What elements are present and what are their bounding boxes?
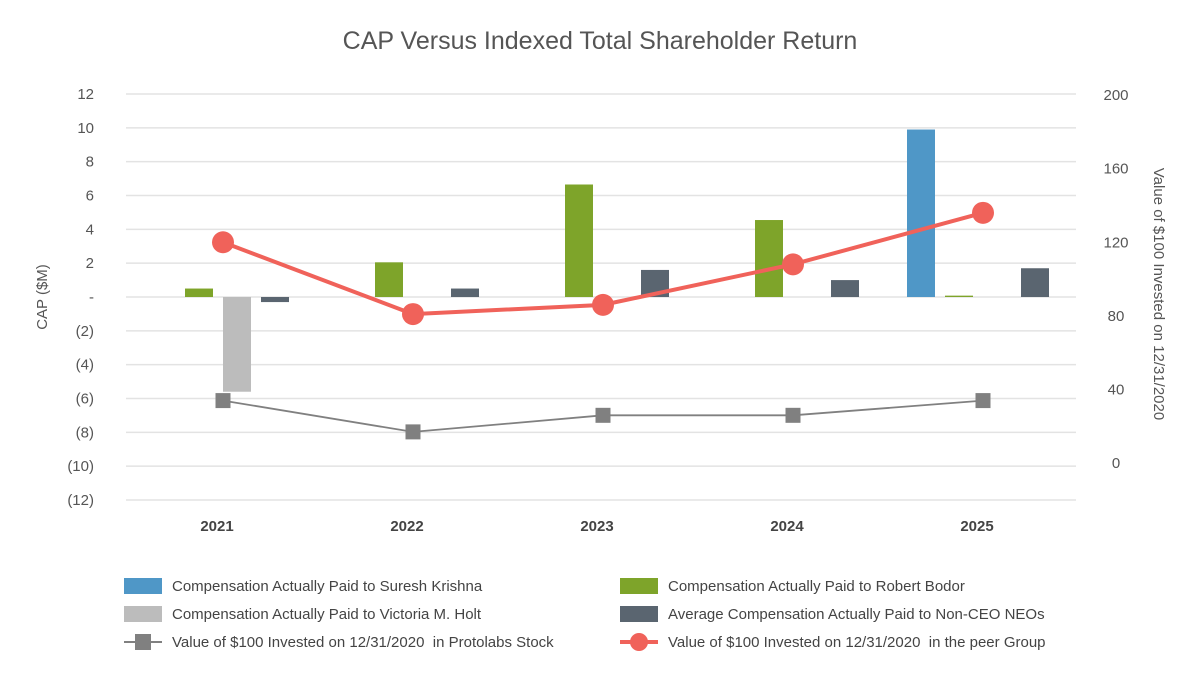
x-tick-label: 2024 <box>770 518 804 535</box>
bar <box>1021 268 1049 297</box>
line-series <box>212 201 994 440</box>
bar <box>185 288 213 297</box>
bar <box>223 297 251 392</box>
legend-item-protolabs: Value of $100 Invested on 12/31/2020 in … <box>124 631 554 653</box>
legend-label-peer: Value of $100 Invested on 12/31/2020 in … <box>668 633 1046 651</box>
legend-label-krishna: Compensation Actually Paid to Suresh Kri… <box>172 577 483 595</box>
data-point <box>785 407 801 423</box>
y-tick-label: (12) <box>67 492 94 509</box>
gridlines <box>126 93 1076 501</box>
legend-marker-peer <box>620 631 658 653</box>
legend-label-neos: Average Compensation Actually Paid to No… <box>668 605 1045 623</box>
data-point <box>402 303 424 326</box>
y-axis-label: CAP ($M) <box>34 264 51 330</box>
bar <box>261 297 289 303</box>
y-tick-label: 2 <box>86 255 94 272</box>
data-point <box>592 293 614 316</box>
y-tick-label: (10) <box>67 458 94 475</box>
y2-axis-label: Value of $100 Invested on 12/31/2020 <box>1150 168 1167 420</box>
legend-swatch-bodor <box>620 578 658 594</box>
legend-item-bodor: Compensation Actually Paid to Robert Bod… <box>620 575 965 597</box>
y-tick-label: (2) <box>76 323 94 340</box>
data-point <box>595 407 611 423</box>
bar <box>945 295 973 297</box>
bar <box>831 280 859 297</box>
bar <box>375 262 403 297</box>
legend-item-holt: Compensation Actually Paid to Victoria M… <box>124 603 481 625</box>
y-tick-label: 6 <box>86 188 94 205</box>
data-point <box>405 424 421 440</box>
y-tick-label: (6) <box>76 391 94 408</box>
y-tick-label: 8 <box>86 154 94 171</box>
bar-series <box>185 129 1049 392</box>
y-tick-label: (8) <box>76 424 94 441</box>
legend-swatch-neos <box>620 606 658 622</box>
y2-tick-label: 200 <box>1103 87 1128 104</box>
legend-swatch-holt <box>124 606 162 622</box>
legend-item-peer: Value of $100 Invested on 12/31/2020 in … <box>620 631 1046 653</box>
data-point <box>215 393 231 409</box>
bar <box>755 220 783 297</box>
y2-tick-label: 40 <box>1108 382 1125 399</box>
data-point <box>212 231 234 254</box>
y-tick-label: 12 <box>77 86 94 103</box>
y-axis-ticks: 12 10 8 6 4 2 - (2) (4) (6) (8) (10) (12) <box>67 86 94 509</box>
y2-tick-label: 80 <box>1108 308 1125 325</box>
legend-swatch-krishna <box>124 578 162 594</box>
data-point <box>972 201 994 224</box>
y2-tick-label: 0 <box>1112 455 1120 472</box>
bar <box>451 288 479 297</box>
y2-tick-label: 160 <box>1103 161 1128 178</box>
y-tick-label: (4) <box>76 357 94 374</box>
y-tick-label: 4 <box>86 221 94 238</box>
x-tick-label: 2023 <box>580 518 613 535</box>
legend-label-protolabs: Value of $100 Invested on 12/31/2020 in … <box>172 633 554 651</box>
legend-label-bodor: Compensation Actually Paid to Robert Bod… <box>668 577 965 595</box>
x-axis-ticks: 2021 2022 2023 2024 2025 <box>200 518 993 535</box>
data-point <box>782 253 804 276</box>
legend-item-krishna: Compensation Actually Paid to Suresh Kri… <box>124 575 482 597</box>
y2-tick-label: 120 <box>1103 234 1128 251</box>
y-tick-label: - <box>89 289 94 306</box>
chart-title: CAP Versus Indexed Total Shareholder Ret… <box>343 27 858 55</box>
legend-marker-protolabs <box>124 631 162 653</box>
legend-label-holt: Compensation Actually Paid to Victoria M… <box>172 605 482 623</box>
bar <box>907 129 935 297</box>
x-tick-label: 2021 <box>200 518 233 535</box>
y-tick-label: 10 <box>77 120 94 137</box>
x-tick-label: 2025 <box>960 518 993 535</box>
x-tick-label: 2022 <box>390 518 423 535</box>
legend-item-neos: Average Compensation Actually Paid to No… <box>620 603 1045 625</box>
bar <box>565 184 593 297</box>
data-point <box>975 393 991 409</box>
y2-axis-ticks: 200 160 120 80 40 0 <box>1103 87 1128 472</box>
